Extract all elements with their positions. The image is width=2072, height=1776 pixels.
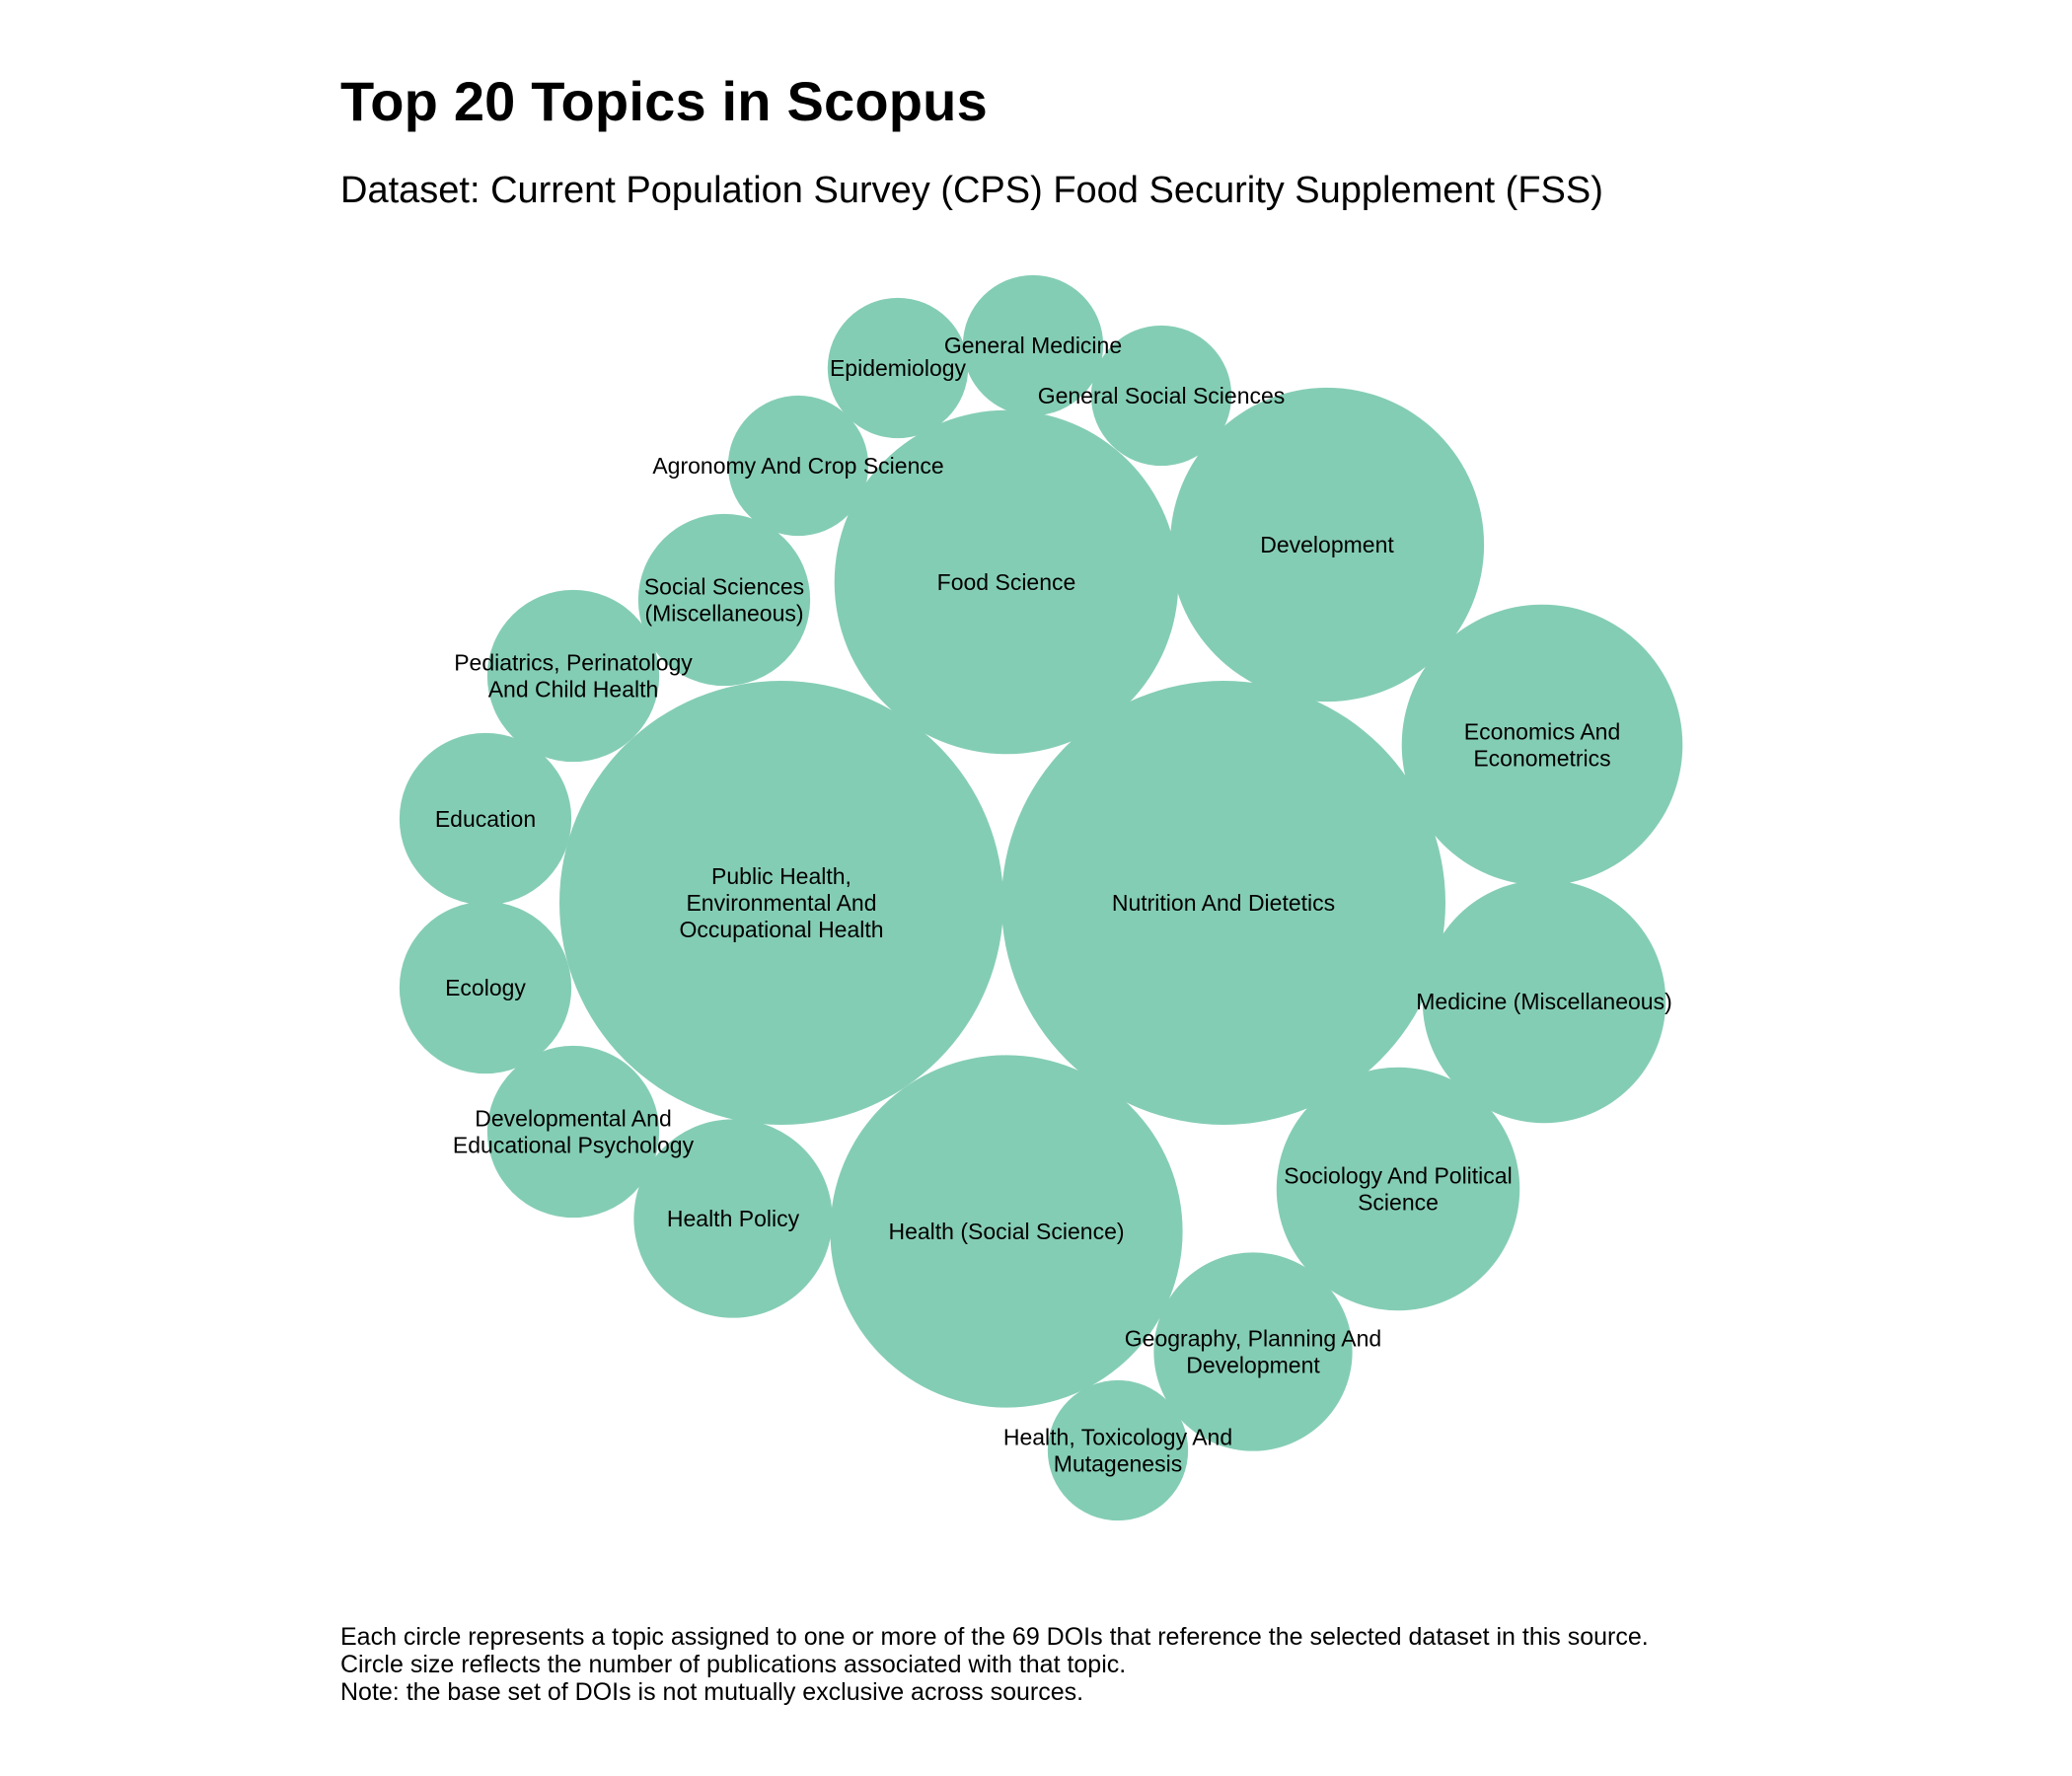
- chart-subtitle: Dataset: Current Population Survey (CPS)…: [340, 170, 1603, 211]
- bubble-development[interactable]: [1169, 387, 1485, 703]
- bubble-label-public-health-environmental-and-occupational-health: Public Health, Environmental And Occupatio…: [679, 863, 883, 942]
- bubble-social-sciences-miscellaneous[interactable]: [637, 513, 811, 687]
- bubble-label-economics-and-econometrics: Economics And Econometrics: [1464, 719, 1621, 772]
- bubble-label-ecology: Ecology: [445, 975, 526, 1000]
- bubble-label-medicine-miscellaneous: Medicine (Miscellaneous): [1416, 989, 1672, 1014]
- bubble-label-agronomy-and-crop-science: Agronomy And Crop Science: [652, 453, 943, 479]
- footnote-line-1: Each circle represents a topic assigned …: [340, 1623, 1649, 1651]
- bubble-food-science[interactable]: [834, 409, 1179, 755]
- bubble-label-health-social-science: Health (Social Science): [888, 1219, 1124, 1244]
- bubble-label-general-medicine: General Medicine: [944, 333, 1122, 358]
- bubble-label-general-social-sciences: General Social Sciences: [1038, 383, 1286, 408]
- bubble-label-epidemiology: Epidemiology: [830, 355, 967, 381]
- bubble-agronomy-and-crop-science[interactable]: [727, 395, 869, 537]
- bubble-health-toxicology-and-mutagenesis[interactable]: [1047, 1379, 1189, 1521]
- bubble-medicine-miscellaneous[interactable]: [1422, 879, 1666, 1124]
- chart-title: Top 20 Topics in Scopus: [340, 70, 988, 132]
- bubble-label-geography-planning-and-development: Geography, Planning And Development: [1125, 1326, 1381, 1378]
- bubble-label-social-sciences-miscellaneous: Social Sciences (Miscellaneous): [644, 574, 804, 627]
- bubble-health-policy[interactable]: [633, 1119, 833, 1318]
- footnote-line-2: Circle size reflects the number of publi…: [340, 1651, 1127, 1678]
- bubble-label-health-policy: Health Policy: [667, 1206, 800, 1231]
- bubble-epidemiology[interactable]: [827, 297, 969, 439]
- bubble-nutrition-and-dietetics[interactable]: [1001, 681, 1445, 1125]
- bubble-sociology-and-political-science[interactable]: [1276, 1067, 1520, 1311]
- bubble-pediatrics-perinatology-and-child-health[interactable]: [486, 589, 660, 763]
- bubble-label-health-toxicology-and-mutagenesis: Health, Toxicology And Mutagenesis: [1003, 1425, 1232, 1477]
- bubble-label-pediatrics-perinatology-and-child-health: Pediatrics, Perinatology And Child Health: [454, 650, 693, 703]
- bubble-developmental-and-educational-psychology[interactable]: [486, 1045, 660, 1219]
- bubble-label-sociology-and-political-science: Sociology And Political Science: [1284, 1163, 1512, 1216]
- footnote-line-3: Note: the base set of DOIs is not mutual…: [340, 1678, 1084, 1706]
- bubble-label-education: Education: [435, 806, 536, 832]
- bubble-label-food-science: Food Science: [937, 569, 1076, 595]
- bubble-label-development: Development: [1260, 532, 1394, 557]
- bubble-health-social-science[interactable]: [830, 1055, 1183, 1408]
- bubble-public-health-environmental-and-occupational-health[interactable]: [559, 681, 1003, 1125]
- bubble-label-developmental-and-educational-psychology: Developmental And Educational Psychology: [453, 1106, 695, 1158]
- bubble-ecology[interactable]: [399, 901, 572, 1074]
- bubble-education[interactable]: [399, 732, 572, 906]
- bubble-general-medicine[interactable]: [962, 274, 1104, 416]
- bubble-economics-and-econometrics[interactable]: [1401, 604, 1683, 886]
- bubble-geography-planning-and-development[interactable]: [1153, 1252, 1353, 1451]
- bubble-general-social-sciences[interactable]: [1090, 325, 1232, 467]
- footnote: Each circle represents a topic assigned …: [340, 1623, 1649, 1706]
- bubble-label-nutrition-and-dietetics: Nutrition And Dietetics: [1112, 890, 1335, 916]
